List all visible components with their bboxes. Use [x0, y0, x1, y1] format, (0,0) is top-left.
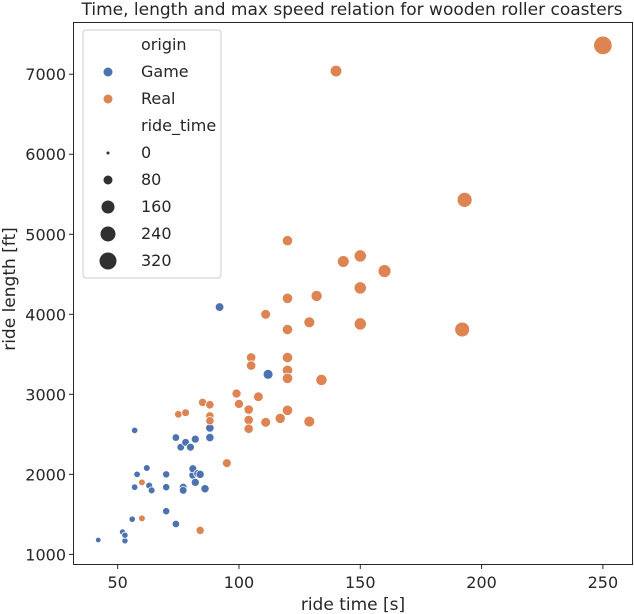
- point-game: [205, 432, 215, 443]
- legend-size-marker: [101, 200, 115, 214]
- point-game: [214, 302, 225, 312]
- legend-size-marker: [100, 226, 116, 242]
- point-game: [171, 519, 181, 529]
- point-real: [253, 391, 264, 402]
- point-real: [336, 255, 350, 268]
- point-game: [190, 434, 200, 444]
- legend: origin Game Real ride_time 0 80 160 240 320: [82, 29, 222, 279]
- point-real: [281, 372, 294, 384]
- point-real: [454, 321, 471, 338]
- legend-size-label: 80: [141, 170, 161, 189]
- legend-size-marker: [99, 252, 117, 270]
- point-game: [195, 469, 205, 479]
- point-game: [200, 484, 210, 494]
- point-game: [147, 486, 156, 495]
- point-real: [303, 415, 316, 428]
- point-game: [142, 464, 151, 472]
- points-layer: [95, 35, 613, 545]
- point-game: [190, 477, 200, 487]
- point-real: [281, 404, 294, 416]
- legend-label-game: Game: [141, 62, 189, 81]
- legend-size-title: ride_time: [141, 116, 216, 136]
- y-axis-label: ride length [ft]: [0, 227, 20, 351]
- point-real: [243, 404, 254, 415]
- point-game: [186, 442, 195, 452]
- legend-size-marker: [106, 151, 110, 155]
- x-tick-label: 200: [466, 573, 497, 592]
- legend-label-real: Real: [141, 89, 176, 108]
- point-real: [353, 317, 367, 331]
- legend-marker-game: [103, 67, 113, 77]
- legend-marker-real: [103, 94, 113, 104]
- point-real: [281, 292, 294, 304]
- point-real: [353, 249, 367, 263]
- point-real: [377, 264, 392, 278]
- point-game: [130, 483, 139, 491]
- x-tick-label: 50: [107, 573, 127, 592]
- y-tick-label: 3000: [25, 385, 66, 404]
- point-real: [281, 323, 294, 336]
- x-tick-label: 250: [588, 573, 619, 592]
- point-real: [221, 458, 232, 469]
- point-game: [121, 531, 129, 539]
- point-real: [243, 423, 254, 434]
- point-game: [178, 486, 188, 495]
- point-real: [233, 398, 244, 409]
- legend-size-label: 0: [141, 143, 151, 162]
- point-game: [162, 507, 171, 516]
- point-real: [243, 414, 254, 426]
- plot-frame: [73, 22, 633, 565]
- legend-size-label: 320: [141, 251, 172, 270]
- point-game: [130, 426, 139, 435]
- y-tick-label: 2000: [25, 465, 66, 484]
- y-tick-label: 7000: [25, 65, 66, 84]
- point-game: [171, 433, 181, 442]
- point-real: [138, 514, 146, 523]
- point-real: [195, 525, 205, 535]
- point-real: [174, 410, 183, 419]
- y-tick-label: 4000: [25, 305, 66, 324]
- point-game: [262, 368, 274, 380]
- point-real: [181, 408, 190, 418]
- point-real: [281, 235, 294, 247]
- legend-size-marker: [103, 175, 113, 185]
- y-tick-label: 5000: [25, 225, 66, 244]
- point-real: [353, 281, 367, 295]
- x-tick-label: 150: [345, 573, 376, 592]
- point-real: [260, 417, 272, 428]
- point-real: [281, 351, 294, 364]
- point-real: [205, 416, 215, 426]
- legend-box: [82, 29, 222, 279]
- point-real: [245, 360, 257, 371]
- point-real: [329, 64, 343, 78]
- x-axis-label: ride time [s]: [301, 595, 405, 614]
- x-tick-label: 100: [224, 573, 255, 592]
- chart-title: Time, length and max speed relation for …: [81, 0, 623, 20]
- legend-size-label: 160: [141, 197, 172, 216]
- point-game: [133, 470, 141, 479]
- point-real: [138, 478, 146, 487]
- point-real: [310, 289, 323, 302]
- point-real: [274, 412, 286, 424]
- point-game: [95, 536, 102, 544]
- point-real: [231, 388, 242, 399]
- y-tick-label: 6000: [25, 145, 66, 164]
- point-real: [303, 316, 316, 329]
- ticks-layer: 50 100 150 200 250 1000 2000 3000 4000 5000 6000 70…: [25, 65, 618, 592]
- legend-hue-title: origin: [141, 35, 187, 54]
- point-real: [205, 400, 215, 410]
- point-game: [162, 483, 171, 492]
- point-real: [456, 191, 473, 208]
- point-real: [593, 35, 613, 56]
- point-game: [128, 515, 136, 523]
- point-game: [162, 470, 171, 479]
- y-tick-label: 1000: [25, 545, 66, 564]
- point-real: [315, 373, 328, 386]
- legend-size-label: 240: [141, 224, 172, 243]
- point-real: [260, 308, 272, 320]
